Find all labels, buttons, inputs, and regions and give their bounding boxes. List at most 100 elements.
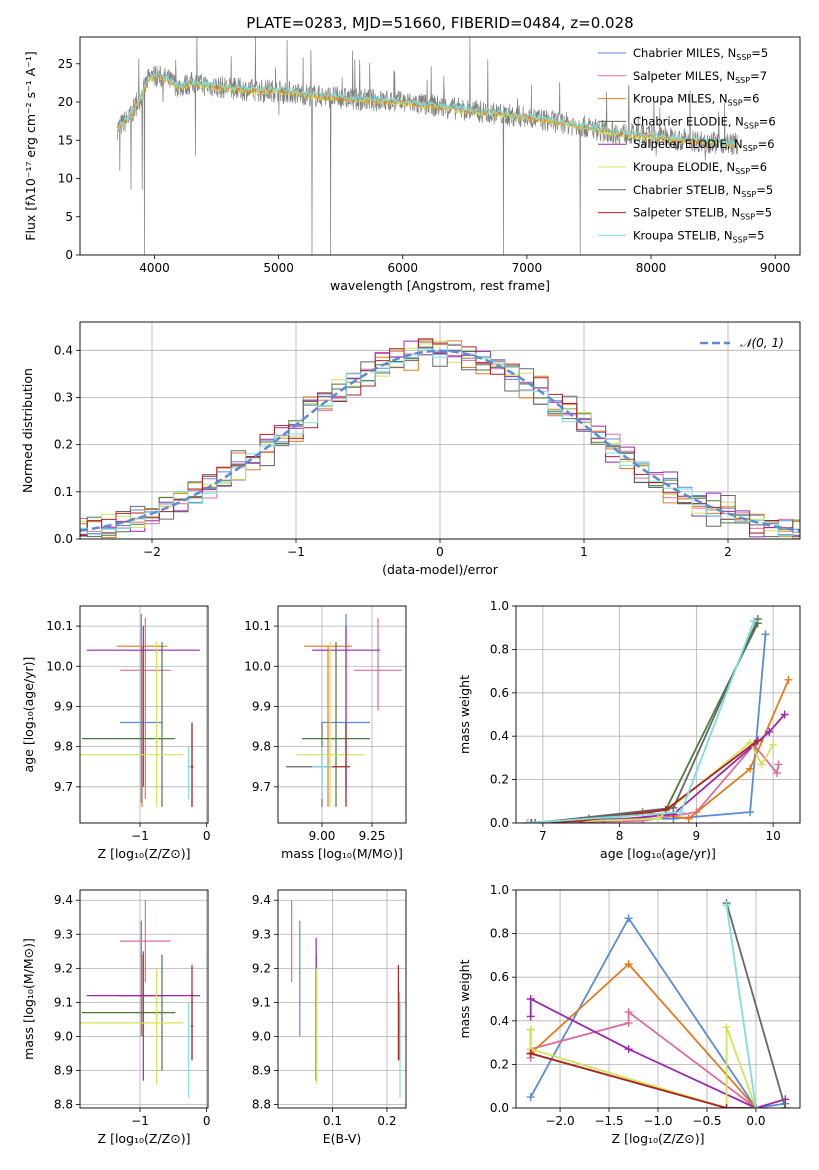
- legend-label-text: Kroupa STELIB, N: [633, 228, 733, 242]
- errorbar-c6: [80, 642, 184, 807]
- legend-label-sub: SSP: [744, 121, 759, 130]
- y-tick-label: 10: [58, 172, 73, 186]
- x-tick-label: −0.5: [692, 1114, 721, 1128]
- histogram-step-c8: [80, 338, 800, 536]
- chart-age_vs_Z: −1 0 9.7 9.8 9.9 10.0 10.1 Z [log₁₀(Z/Z⊙)] age […: [21, 605, 211, 861]
- errorbars: [80, 900, 200, 1098]
- weight-marker: [624, 1045, 633, 1054]
- y-tick-label: 0.1: [54, 485, 73, 499]
- y-tick-label: 9.3: [54, 927, 73, 941]
- y-tick-label: 25: [58, 57, 73, 71]
- errorbar-c2: [120, 900, 171, 982]
- y-tick-label: 9.3: [252, 927, 271, 941]
- weight-series-c9: [722, 901, 760, 1108]
- weight-series: [526, 899, 790, 1108]
- y-tick-label: 0.2: [490, 1057, 509, 1071]
- chart-weight_vs_age: 7 8 9 10 0.0 0.2 0.4 0.6 0.8 1.0 age [log₁₀(age/yr…: [457, 599, 801, 861]
- y-tick-label: 0.6: [490, 686, 509, 700]
- y-tick-label: 9.9: [54, 699, 73, 713]
- weight-series-c6: [526, 1023, 760, 1108]
- normal-reference-curve: [80, 349, 800, 532]
- legend-label-value: =6: [758, 137, 775, 151]
- weight-marker: [780, 710, 789, 719]
- spectrum-lines: [116, 37, 739, 255]
- y-tick-label: 10.0: [244, 659, 271, 673]
- weight-marker: [624, 1018, 633, 1027]
- y-tick-label: 0.2: [54, 438, 73, 452]
- errorbar-c8: [190, 964, 194, 1061]
- weight-marker: [753, 736, 762, 745]
- weight-series-c3: [526, 960, 760, 1108]
- weight-marker: [526, 1012, 535, 1021]
- y-tick-label: 0.3: [54, 390, 73, 404]
- legend-label-text: Salpeter STELIB, N: [633, 206, 740, 220]
- legend-label: Kroupa MILES, NSSP=6: [633, 92, 759, 108]
- plot-frame: [515, 889, 801, 1109]
- chart-residuals: −2 −1 0 1 2 0.0 0.1 0.2 0.3 0.4 (data-model)/error…: [20, 321, 801, 577]
- y-tick-label: 1.0: [490, 883, 509, 897]
- y-tick-label: 9.0: [252, 1029, 271, 1043]
- y-axis-label: Flux [fλ10⁻¹⁷ erg cm⁻² s⁻¹ A⁻¹]: [23, 51, 38, 240]
- x-tick-label: −1: [287, 545, 305, 559]
- y-axis-label: mass weight: [457, 675, 472, 754]
- x-tick-label: 8000: [636, 261, 667, 275]
- x-tick-label: 0: [203, 829, 211, 843]
- x-tick-label: 0.0: [746, 1114, 765, 1128]
- histogram-step-c7: [80, 341, 800, 538]
- legend-label: Salpeter MILES, NSSP=7: [633, 69, 767, 85]
- weight-line: [527, 634, 767, 823]
- weight-line: [529, 1026, 757, 1108]
- weight-series-c4: [523, 619, 762, 823]
- y-tick-label: 0.6: [490, 970, 509, 984]
- y-tick-label: 10.0: [46, 659, 73, 673]
- weight-marker: [761, 630, 770, 639]
- x-axis-label: E(B-V): [323, 1131, 362, 1146]
- y-tick-label: 8.8: [54, 1098, 73, 1112]
- legend-label-sub: SSP: [743, 144, 758, 153]
- weight-marker: [722, 1104, 731, 1108]
- weight-marker: [722, 901, 731, 910]
- x-axis-label: wavelength [Angstrom, rest frame]: [330, 278, 550, 293]
- weight-line: [527, 623, 759, 823]
- legend-label: Kroupa STELIB, NSSP=5: [633, 228, 764, 244]
- legend-label-value: =6: [743, 92, 760, 106]
- weight-marker: [749, 617, 758, 626]
- legend-label-sub: SSP: [736, 53, 751, 62]
- y-tick-label: 0.0: [490, 816, 509, 830]
- model-fit-line-c3: [116, 71, 739, 148]
- legend-label-text: Kroupa ELODIE, N: [633, 160, 735, 174]
- chart-mass_vs_Z: −1 0 8.8 8.9 9.0 9.1 9.2 9.3 9.4 Z [log₁₀(Z/Z⊙)] m…: [21, 889, 210, 1146]
- y-tick-label: 0.4: [490, 1014, 509, 1028]
- errorbar-c6: [80, 968, 184, 1085]
- histogram-step-c6: [80, 341, 800, 538]
- errorbar-c3: [304, 645, 352, 807]
- legend-label-value: =7: [750, 69, 767, 83]
- y-tick-label: 9.4: [54, 893, 73, 907]
- y-tick-label: 0.2: [490, 773, 509, 787]
- y-tick-label: 10.1: [244, 619, 271, 633]
- legend-label-value: =5: [751, 46, 768, 60]
- chart-weight_vs_Z: −2.0 −1.5 −1.0 −0.5 0.0 0.0 0.2 0.4 0.6 0.8 1.0 Z […: [457, 883, 801, 1146]
- weight-series-c9: [523, 617, 758, 823]
- weight-marker: [638, 816, 647, 823]
- y-tick-label: 0.8: [490, 642, 509, 656]
- legend-label-sub: SSP: [735, 76, 750, 85]
- errorbar-c3: [116, 645, 168, 807]
- y-tick-label: 10.1: [46, 619, 73, 633]
- histograms: [80, 338, 800, 539]
- weight-marker: [654, 814, 662, 823]
- y-tick-label: 9.9: [252, 699, 271, 713]
- legend-label-value: =5: [756, 183, 773, 197]
- x-tick-label: 4000: [139, 261, 170, 275]
- y-axis-label: mass [log₁₀(M/M⊙)]: [21, 938, 36, 1060]
- weight-marker: [526, 995, 535, 1003]
- errorbar-c4: [82, 642, 176, 807]
- weight-marker: [684, 814, 693, 823]
- legend-label-sub: SSP: [740, 213, 755, 222]
- model-fit-line-c9: [116, 71, 739, 147]
- y-tick-label: 9.1: [252, 995, 271, 1009]
- legend-label-value: =5: [748, 228, 765, 242]
- histogram-step-c9: [80, 343, 800, 537]
